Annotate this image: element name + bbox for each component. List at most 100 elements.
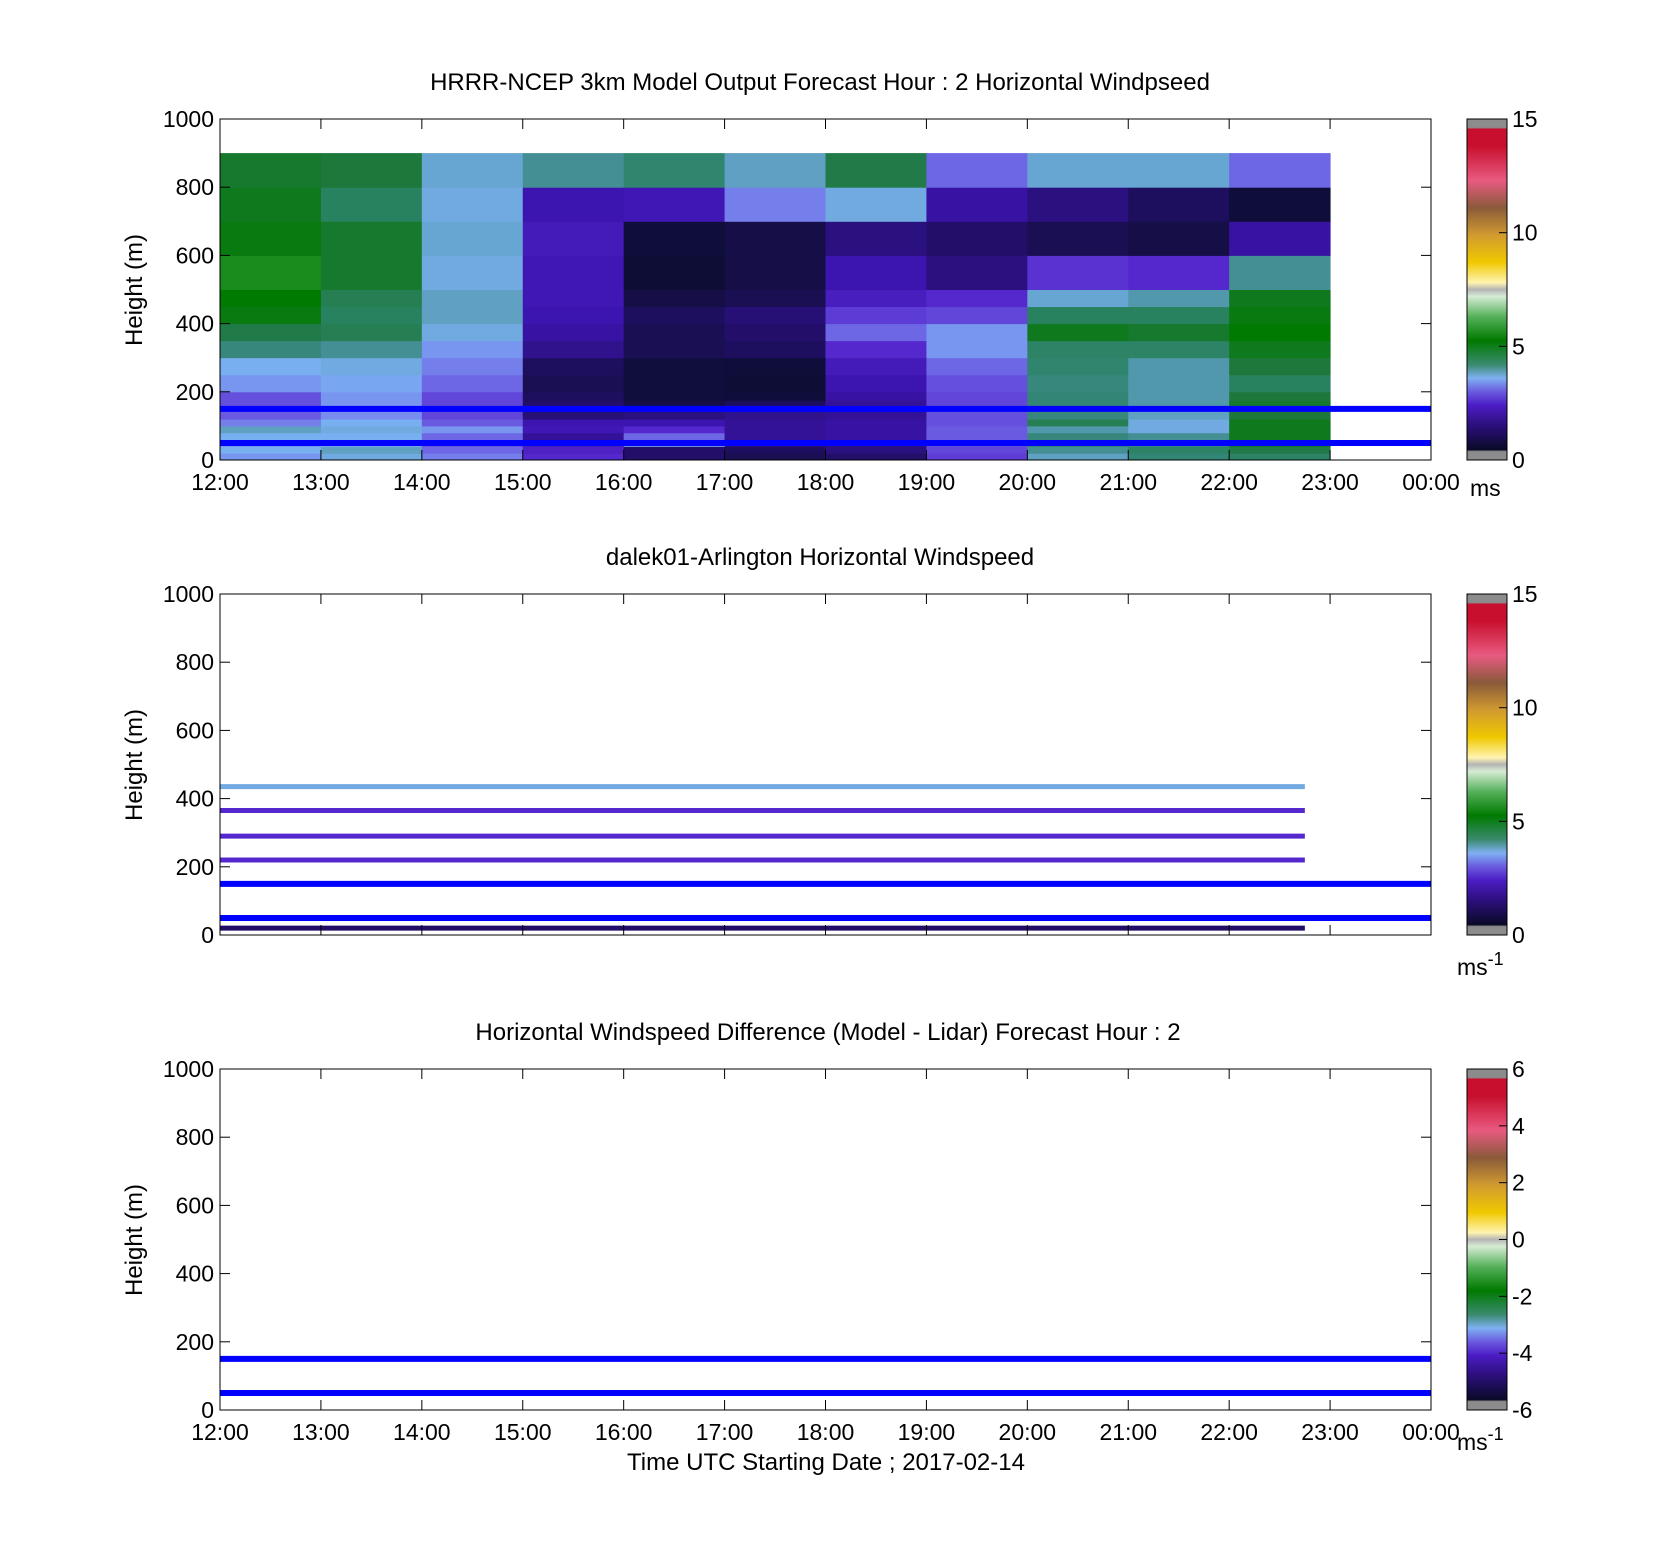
heatmap-cell [926,453,1028,461]
heatmap-cell [1229,432,1331,441]
heatmap-cell [1027,425,1129,434]
heatmap-cell [724,446,826,454]
heatmap-cell [926,400,1028,410]
panel-difference-title: Horizontal Windspeed Difference (Model -… [475,1019,1180,1046]
heatmap-cell [623,340,726,359]
heatmap-cell [1128,221,1230,256]
heatmap-cell [623,419,726,427]
heatmap-cell [522,306,625,325]
heatmap-cell [320,400,423,410]
heatmap-cell [1128,432,1230,441]
heatmap-cell [1027,446,1129,454]
heatmap-cell [1027,340,1129,359]
heatmap-cell [220,221,322,256]
y-tick-label: 200 [176,1329,214,1355]
model-heatmap [220,153,1331,461]
heatmap-cell [1229,340,1331,359]
heatmap-cell [1027,453,1129,461]
heatmap-cell [1027,408,1129,420]
heatmap-cell [320,374,423,393]
y-tick-label: 200 [176,379,214,405]
heatmap-cell [623,221,726,256]
heatmap-cell [522,221,625,256]
heatmap-cell [724,425,826,434]
heatmap-cell [220,289,322,308]
heatmap-cell [926,340,1028,359]
heatmap-cell [220,374,322,393]
heatmap-cell [825,453,927,461]
x-tick-label: 23:00 [1301,469,1359,495]
heatmap-cell [220,400,322,410]
heatmap-cell [320,153,423,188]
heatmap-cell [320,425,423,434]
heatmap-cell [421,391,524,401]
colorbar-unit: ms-1 [1457,949,1504,980]
heatmap-cell [724,221,826,256]
x-tick-label: 22:00 [1200,1419,1258,1445]
heatmap-cell [320,408,423,420]
heatmap-cell [1229,425,1331,434]
heatmap-cell [623,323,726,342]
heatmap-cell [724,153,826,188]
colorbar-unit: ms-1 [1457,1424,1504,1455]
heatmap-cell [724,340,826,359]
heatmap-cell [926,408,1028,420]
heatmap-cell [724,323,826,342]
axis-ticks: 0 200 400 600 800 1000 [163,581,1432,948]
heatmap-cell [220,153,322,188]
heatmap-cell [623,446,726,454]
x-tick-label: 21:00 [1099,1419,1157,1445]
colorbar-tick-label: -6 [1512,1397,1532,1423]
colorbar-tick-label: -2 [1512,1283,1532,1309]
heatmap-cell [724,419,826,427]
panel-lidar: dalek01-Arlington Horizontal Windspeed 0… [121,544,1538,980]
heatmap-cell [926,432,1028,441]
heatmap-cell [825,419,927,427]
heatmap-cell [724,374,826,393]
heatmap-cell [623,453,726,461]
heatmap-cell [522,453,625,461]
heatmap-cell [522,323,625,342]
colorbar-tick-label: 4 [1512,1113,1525,1139]
colorbar-tick-label: 0 [1512,922,1525,948]
heatmap-cell [1128,408,1230,420]
heatmap-cell [825,374,927,393]
axis-ticks: 0 200 400 600 800 1000 12:00 13:00 14:00 15:00 16:… [163,106,1460,495]
colorbar-tick-label: 15 [1512,581,1538,607]
heatmap-cell [320,432,423,441]
y-tick-label: 1000 [163,106,214,132]
heatmap-cell [1128,357,1230,376]
heatmap-cell [623,432,726,441]
heatmap-cell [623,400,726,410]
heatmap-cell [1229,400,1331,410]
y-tick-label: 0 [201,1397,214,1423]
x-tick-label: 13:00 [292,469,350,495]
heatmap-cell [1229,306,1331,325]
heatmap-cell [724,408,826,420]
heatmap-cell [1027,400,1129,410]
colorbar-unit-exponent: -1 [1488,949,1504,969]
heatmap-cell [926,374,1028,393]
y-tick-label: 600 [176,242,214,268]
heatmap-cell [825,255,927,290]
heatmap-cell [825,153,927,188]
heatmap-cell [724,187,826,222]
heatmap-cell [825,432,927,441]
heatmap-cell [320,187,423,222]
heatmap-cell [623,408,726,420]
heatmap-cell [724,306,826,325]
heatmap-cell [320,306,423,325]
y-tick-label: 600 [176,1192,214,1218]
heatmap-cell [522,153,625,188]
heatmap-cell [825,187,927,222]
heatmap-cell [421,289,524,308]
heatmap-cell [1027,357,1129,376]
heatmap-cell [1027,432,1129,441]
heatmap-cell [1229,408,1331,420]
colorbar-tick-label: 6 [1512,1056,1525,1082]
x-tick-label: 21:00 [1099,469,1157,495]
heatmap-cell [522,408,625,420]
x-tick-label: 12:00 [191,1419,249,1445]
heatmap-cell [623,255,726,290]
heatmap-cell [1229,221,1331,256]
